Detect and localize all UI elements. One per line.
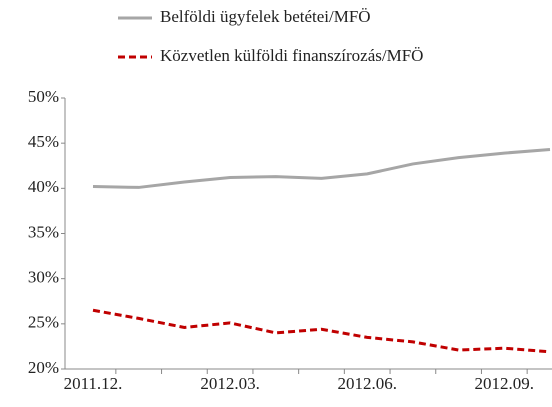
y-tick-label: 35% <box>28 222 59 241</box>
x-tick-label: 2012.09. <box>475 374 535 393</box>
series-line <box>92 308 551 354</box>
legend-label: Belföldi ügyfelek betétei/MFÖ <box>160 7 371 26</box>
y-tick-label: 45% <box>28 132 59 151</box>
x-tick-label: 2012.06. <box>337 374 397 393</box>
y-tick-label: 20% <box>28 358 59 377</box>
x-tick-label: 2012.03. <box>200 374 260 393</box>
legend-label: Közvetlen külföldi finanszírozás/MFÖ <box>160 46 423 65</box>
series-line <box>92 147 551 189</box>
y-tick-label: 50% <box>28 87 59 106</box>
y-tick-label: 30% <box>28 268 59 287</box>
x-tick-label: 2011.12. <box>64 374 123 393</box>
y-tick-label: 25% <box>28 313 59 332</box>
y-tick-label: 40% <box>28 177 59 196</box>
